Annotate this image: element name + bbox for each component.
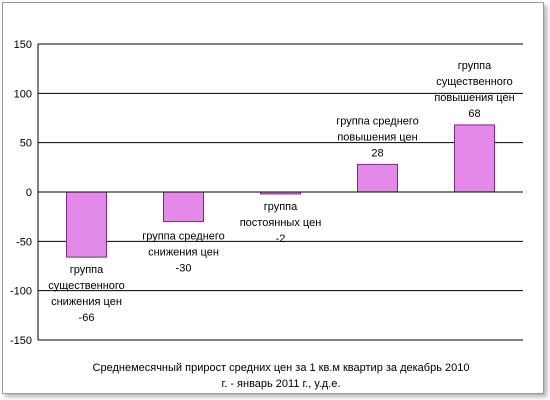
- y-tick-label: 0: [26, 187, 32, 199]
- data-label: -66: [79, 312, 95, 324]
- category-label: постоянных цен: [240, 217, 322, 229]
- bar: [66, 191, 107, 258]
- chart-title: г. - январь 2011 г., у.д.е.: [222, 378, 341, 390]
- category-label: повышения цен: [434, 92, 514, 104]
- bar: [163, 191, 204, 223]
- category-label: существенного: [48, 280, 125, 292]
- data-label: 68: [468, 108, 480, 120]
- data-label: -2: [276, 233, 286, 245]
- category-label: существенного: [436, 76, 513, 88]
- category-label: группа среднего: [142, 231, 225, 243]
- category-label: группа: [458, 60, 492, 72]
- y-tick-label: -50: [16, 236, 32, 248]
- category-label: повышения цен: [337, 131, 417, 143]
- y-tick-label: 150: [14, 39, 32, 51]
- bar: [357, 163, 398, 193]
- category-label: группа: [264, 201, 298, 213]
- y-tick-label: 100: [14, 88, 32, 100]
- bar: [454, 124, 495, 193]
- y-tick-label: 50: [20, 138, 32, 150]
- category-label: снижения цен: [148, 247, 219, 259]
- chart-title: Среднемесячный прирост средних цен за 1 …: [93, 362, 470, 374]
- data-label: 28: [371, 147, 383, 159]
- y-tick-label: -150: [10, 335, 32, 347]
- category-label: снижения цен: [51, 296, 122, 308]
- category-label: группа среднего: [336, 115, 419, 127]
- category-label: группа: [70, 264, 104, 276]
- y-tick-label: -100: [10, 286, 32, 298]
- data-label: -30: [176, 263, 192, 275]
